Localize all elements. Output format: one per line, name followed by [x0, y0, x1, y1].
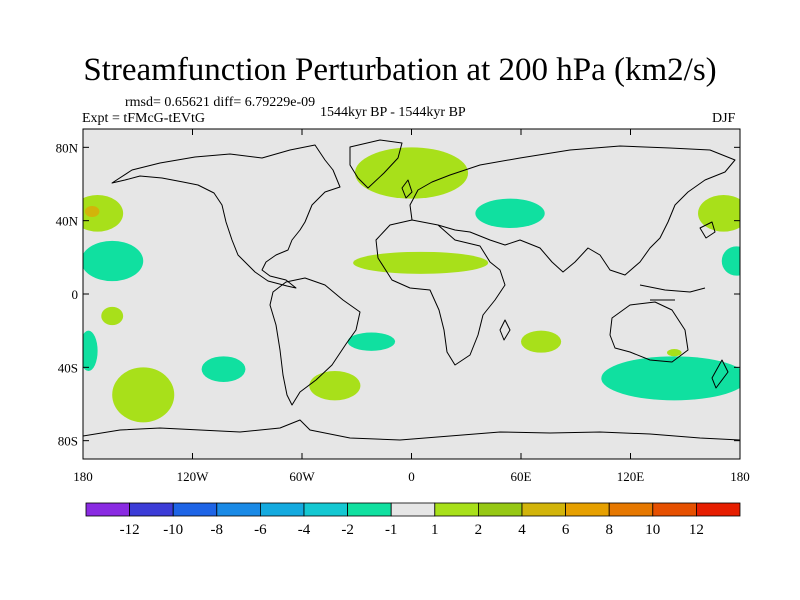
- colorbar-swatch: [172, 502, 218, 517]
- colorbar-swatch: [696, 502, 741, 517]
- colorbar-label: 1: [431, 522, 439, 538]
- anomaly-region-14: [347, 332, 396, 351]
- period-label: 1544kyr BP - 1544kyr BP: [320, 105, 466, 120]
- anomaly-region-11: [112, 367, 175, 423]
- colorbar-label: -4: [298, 522, 311, 538]
- coast-indonesia: [639, 284, 706, 301]
- colorbar-swatch: [85, 502, 130, 517]
- colorbar-swatch: [347, 502, 392, 517]
- coast-afro-eurasia: [375, 145, 736, 366]
- anomaly-region-15: [521, 330, 562, 353]
- anomaly-layer: [83, 147, 740, 423]
- anomaly-region-9: [101, 306, 124, 326]
- anomaly-region-1: [354, 147, 469, 199]
- colorbar-label: 8: [605, 522, 613, 538]
- lat-tick-label: 40S: [58, 360, 78, 375]
- colorbar-swatch: [390, 502, 436, 517]
- coast-japan: [699, 221, 716, 239]
- lon-tick-label: 180: [73, 469, 93, 484]
- colorbar-label: 4: [518, 522, 526, 538]
- experiment-label: Expt = tFMcG-tEVtG: [82, 111, 205, 126]
- lon-tick-label: 180: [730, 469, 750, 484]
- anomaly-region-16: [601, 356, 740, 401]
- coast-madagascar: [499, 319, 511, 341]
- colorbar-swatch: [303, 502, 348, 517]
- lon-tick-label: 120W: [177, 469, 210, 484]
- lat-tick-label: 0: [72, 287, 79, 302]
- colorbar-label: -6: [254, 522, 267, 538]
- colorbar-label: 10: [645, 522, 660, 538]
- stats-label: rmsd= 0.65621 diff= 6.79229e-09: [125, 95, 316, 110]
- coast-new-zealand: [711, 359, 729, 389]
- colorbar: -12 -10 -8 -6 -4 -2 -1 1 2 4 6 8 10 12: [85, 502, 741, 538]
- colorbar-swatch: [477, 502, 523, 517]
- colorbar-label: -2: [341, 522, 354, 538]
- anomaly-region-12: [201, 356, 246, 382]
- anomaly-region-13: [309, 371, 361, 401]
- coast-australia: [609, 301, 689, 363]
- coast-british-isles: [401, 179, 413, 199]
- anomaly-region-2: [475, 198, 545, 228]
- season-label: DJF: [712, 111, 736, 126]
- colorbar-label: -1: [385, 522, 398, 538]
- anomaly-region-10: [83, 330, 98, 371]
- colorbar-swatch: [434, 502, 479, 517]
- coast-antarctica: [83, 419, 740, 441]
- lon-tick-label: 60W: [289, 469, 315, 484]
- anomaly-region-5: [84, 206, 100, 217]
- colorbar-label: 12: [689, 522, 704, 538]
- colorbar-swatch: [259, 502, 305, 517]
- axis-ticks: 180 120W 60W 0 60E 120E 180 80N 40N 0 40S 80S: [56, 129, 750, 484]
- anomaly-region-17: [667, 349, 682, 357]
- colorbar-label: -12: [120, 522, 140, 538]
- lon-tick-label: 60E: [511, 469, 532, 484]
- colorbar-label: -10: [163, 522, 183, 538]
- coastlines: [83, 139, 740, 441]
- lat-tick-label: 40N: [56, 214, 79, 229]
- colorbar-swatch: [608, 502, 654, 517]
- colorbar-swatch: [521, 502, 566, 517]
- lon-tick-label: 120E: [617, 469, 645, 484]
- colorbar-swatch: [565, 502, 610, 517]
- colorbar-swatch: [129, 502, 174, 517]
- lat-tick-label: 80S: [58, 434, 78, 449]
- lat-tick-label: 80N: [56, 140, 79, 155]
- colorbar-label: 2: [475, 522, 483, 538]
- anomaly-region-6: [83, 240, 144, 282]
- chart-title: Streamfunction Perturbation at 200 hPa (…: [83, 52, 717, 88]
- anomaly-region-8: [721, 246, 740, 276]
- anomaly-region-4: [83, 195, 124, 232]
- coast-south-america: [269, 277, 361, 406]
- colorbar-swatch: [216, 502, 261, 517]
- lon-tick-label: 0: [408, 469, 415, 484]
- colorbar-label: 6: [562, 522, 570, 538]
- anomaly-region-3: [353, 251, 489, 274]
- anomaly-region-7: [698, 195, 740, 232]
- colorbar-swatch: [652, 502, 697, 517]
- coast-greenland: [349, 139, 403, 189]
- coast-north-america: [111, 144, 341, 289]
- colorbar-label: -8: [211, 522, 224, 538]
